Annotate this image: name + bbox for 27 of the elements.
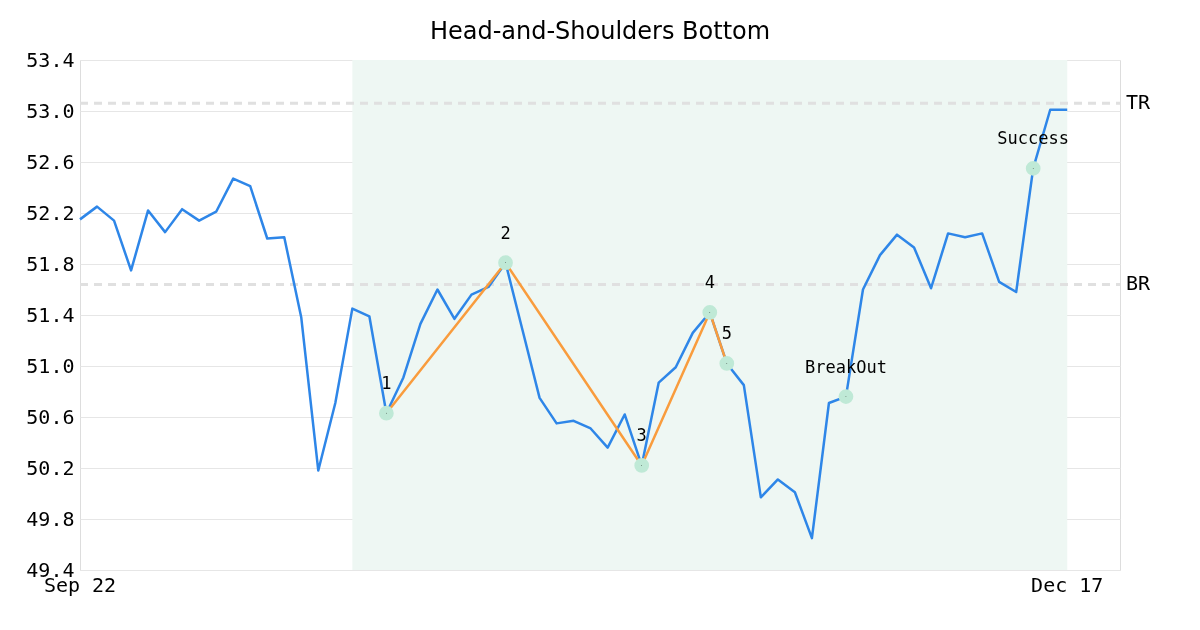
y-tick-label: 53.4 (26, 47, 75, 72)
annotation: 3 (636, 425, 647, 446)
chart-title: Head-and-Shoulders Bottom (429, 17, 771, 45)
annotation: 4 (704, 272, 715, 293)
annotation: 2 (500, 222, 511, 243)
ref-line-label: BR (1126, 271, 1152, 296)
annotation: 1 (381, 373, 392, 394)
point (379, 405, 394, 421)
y-tick-label: 51.4 (26, 302, 75, 327)
point (702, 305, 718, 320)
y-tick-label: 50.6 (26, 404, 75, 429)
point (1025, 161, 1041, 176)
y-tick-label: 52.2 (26, 200, 75, 225)
point (634, 458, 650, 473)
point (838, 389, 854, 404)
point (719, 356, 735, 371)
y-tick-label: 53.0 (26, 98, 75, 123)
y-tick-label: 51.8 (26, 251, 75, 276)
y-tick-label: 50.2 (26, 455, 75, 480)
point (498, 255, 513, 271)
x-tick-label: Dec 17 (1031, 573, 1104, 597)
y-tick-label: 51.0 (26, 353, 75, 378)
y-tick-label: 52.6 (26, 149, 75, 174)
y-tick-label: 49.8 (26, 506, 75, 531)
ref-line-label: TR (1126, 90, 1152, 115)
annotation: 5 (721, 323, 732, 344)
line-series (78, 108, 1069, 540)
